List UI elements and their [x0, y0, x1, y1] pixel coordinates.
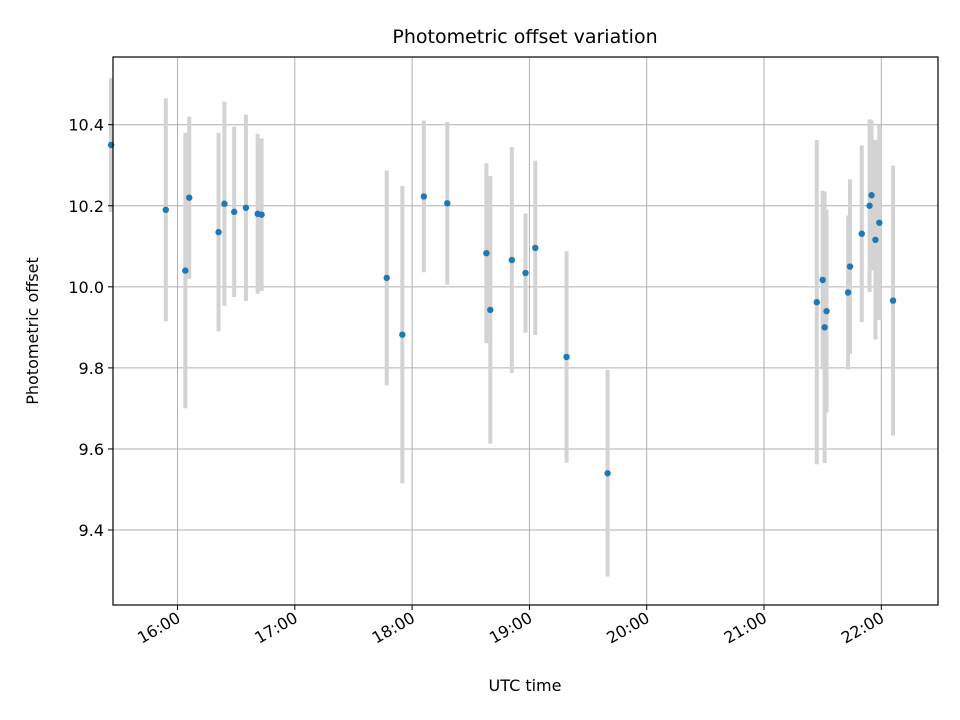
data-point [242, 204, 250, 211]
plot-frame [112, 56, 939, 606]
y-axis-label: Photometric offset [23, 257, 42, 405]
data-point [399, 331, 406, 338]
data-point [444, 200, 451, 207]
data-point [383, 274, 390, 282]
data-point [876, 219, 883, 226]
data-point [563, 353, 570, 361]
data-point [889, 297, 897, 304]
data-point [522, 269, 529, 277]
data-point [866, 202, 873, 209]
data-point [508, 256, 516, 264]
y-tick-label: 10.4 [68, 116, 104, 135]
chart-title: Photometric offset variation [392, 26, 657, 48]
data-point [162, 206, 169, 214]
data-point [231, 208, 238, 216]
data-point [186, 194, 193, 201]
data-point [813, 299, 820, 306]
data-point [823, 307, 830, 315]
y-axis: 9.4 9.6 9.8 10.0 10.2 10.4 [68, 116, 113, 540]
data-point [215, 228, 222, 236]
data-point [420, 193, 428, 200]
data-point [221, 200, 228, 207]
data-point [821, 324, 828, 331]
data-point [872, 236, 879, 244]
data-point [532, 244, 539, 252]
data-point [844, 289, 852, 296]
data-point [258, 211, 265, 218]
data-point [858, 230, 865, 237]
data-point [819, 276, 826, 284]
data-point [182, 267, 189, 274]
x-axis-label: UTC time [489, 676, 562, 695]
y-tick-label: 9.4 [79, 521, 104, 540]
data-point [487, 306, 494, 314]
y-tick-label: 10.0 [68, 278, 104, 297]
data-point [604, 470, 611, 477]
y-tick-label: 9.8 [79, 359, 104, 378]
y-tick-label: 9.6 [79, 440, 104, 459]
data-point [846, 263, 854, 270]
data-point [868, 192, 875, 199]
y-tick-label: 10.2 [68, 197, 104, 216]
data-point [483, 249, 490, 257]
